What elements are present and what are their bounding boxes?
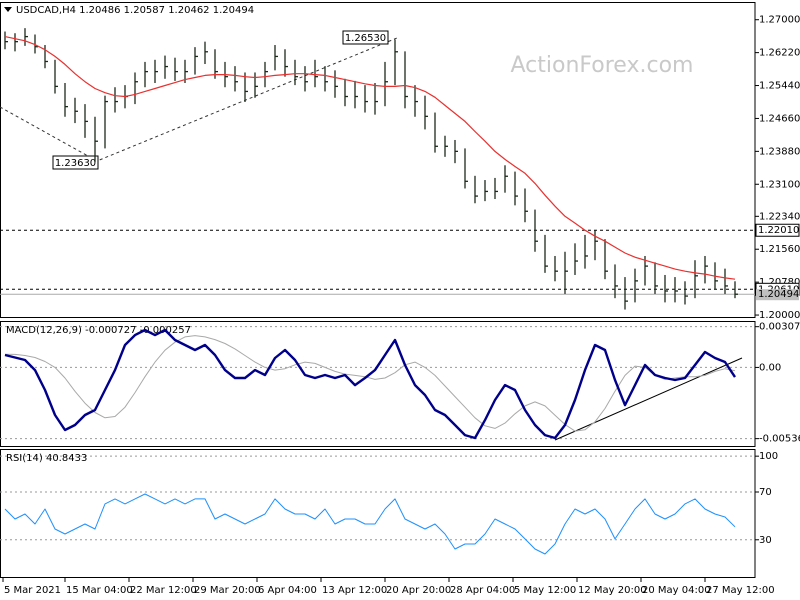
level-box [755,223,800,237]
y-tick-label: 1.25440 [759,81,800,92]
indicator-line [4,493,736,555]
x-tick-label: 28 Apr 04:00 [450,585,515,596]
x-tick-label: 15 Mar 04:00 [66,585,133,596]
y-tick-label: 1.20780 [759,277,800,288]
panel-border [0,449,756,578]
y-tick-label: 100 [759,451,778,462]
x-tick-label: 13 Apr 12:00 [322,585,387,596]
panel-border [0,2,756,318]
y-tick-label: 1.23100 [759,179,800,190]
x-tick-label: 5 Mar 2021 [4,585,61,596]
x-tick-label: 12 May 20:00 [578,585,647,596]
y-tick-label: 1.23880 [759,146,800,157]
last-price-box [756,289,799,301]
macd-title: MACD(12,26,9) -0.000727 -0.000257 [6,325,191,336]
moving-average [4,36,736,280]
y-tick-label: 1.20000 [759,310,800,321]
x-tick-label: 22 Mar 12:00 [130,585,197,596]
y-tick-label: 1.27000 [759,15,800,26]
y-tick-label: 1.22340 [759,211,800,222]
menu-arrow [4,7,12,12]
trendline [0,37,398,162]
trough-box [52,155,99,170]
rsi-title: RSI(14) 40.8433 [6,453,87,464]
x-tick-label: 20 May 04:00 [642,585,711,596]
panel-border [0,321,756,447]
x-tick-label: 20 Apr 20:00 [386,585,451,596]
indicator-line [4,335,736,432]
level-label: 1.22010 [758,225,799,236]
x-tick-label: 5 May 12:00 [514,585,576,596]
y-tick-label: 1.24660 [759,113,800,124]
peak-box [342,30,389,45]
peak-label: 1.26530 [345,33,386,44]
x-tick-label: 27 May 12:00 [706,585,775,596]
y-tick-label: 1.26220 [759,48,800,59]
x-tick-label: 6 Apr 04:00 [258,585,317,596]
last-price-label: 1.20494 [758,289,799,300]
y-tick-label: -0.005369 [759,434,800,445]
chart-title: USDCAD,H4 1.20486 1.20587 1.20462 1.2049… [16,5,254,16]
y-tick-label: 0.003072 [759,322,800,333]
watermark: ActionForex.com [511,53,694,78]
y-tick-label: 30 [759,535,772,546]
x-tick-label: 29 Mar 20:00 [194,585,261,596]
trough-label: 1.23630 [55,158,96,169]
y-tick-label: 70 [759,487,772,498]
macd-trendline [554,357,743,441]
y-tick-label: 0.00 [759,362,781,373]
y-tick-label: 1.21560 [759,244,800,255]
indicator-line [4,328,737,440]
